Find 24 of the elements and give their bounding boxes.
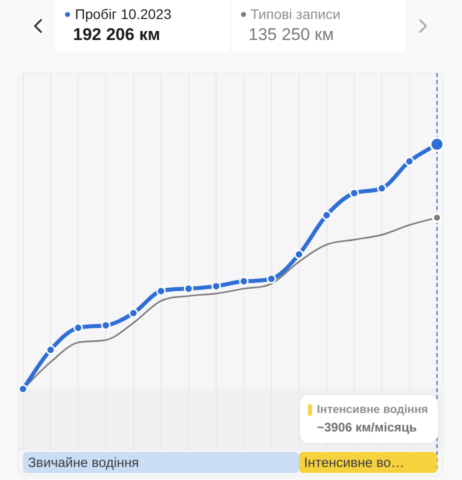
text: ~3906 км/місяць: [316, 420, 418, 434]
point: [184, 284, 194, 294]
point: [73, 323, 83, 333]
point: [101, 320, 111, 330]
point: [18, 384, 28, 394]
text: Інтенсивне водіння: [316, 404, 428, 416]
point: [266, 274, 276, 284]
point: [239, 276, 249, 286]
point: [294, 250, 304, 260]
point: [322, 210, 332, 220]
point: [156, 286, 166, 296]
point: [128, 308, 138, 318]
text: Інтенсивне во…: [304, 455, 404, 470]
point: [46, 345, 56, 355]
text: 192 206 км: [73, 24, 162, 46]
legend-label: Пробіг 10.2023: [75, 6, 172, 23]
legend-label: Типові записи: [250, 6, 340, 23]
point: [404, 156, 414, 166]
point: [432, 212, 442, 223]
point: [377, 184, 387, 194]
point: [349, 188, 359, 198]
text: Звичайне водіння: [28, 455, 139, 470]
point: [211, 281, 221, 291]
text: 135 250 км: [248, 24, 335, 46]
